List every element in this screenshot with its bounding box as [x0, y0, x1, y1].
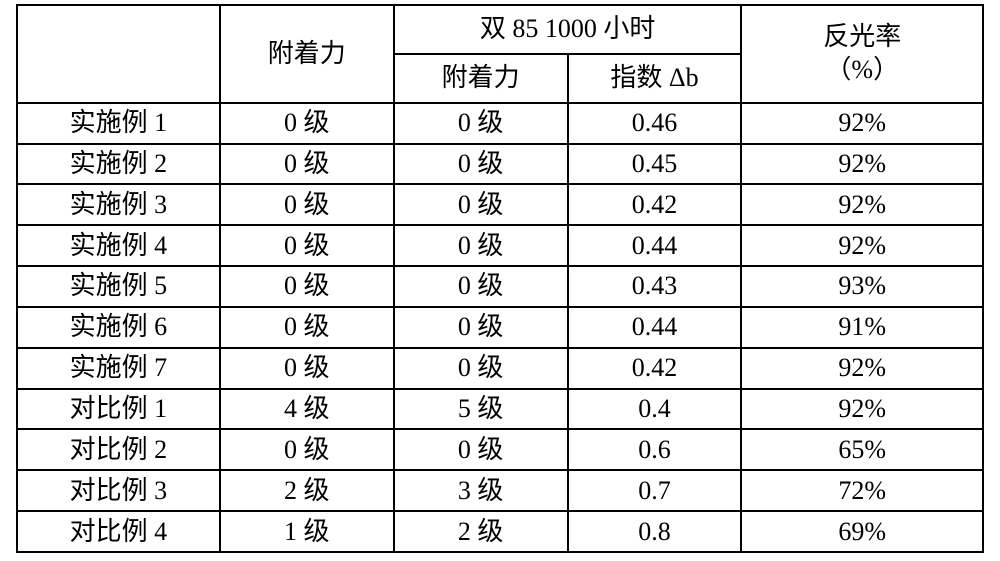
table-row: 实施例 4 0 级 0 级 0.44 92% [17, 225, 983, 266]
cell-sub-adhesion: 5 级 [394, 389, 568, 430]
cell-index: 0.6 [568, 429, 742, 470]
table-row: 实施例 1 0 级 0 级 0.46 92% [17, 103, 983, 144]
header-sub-index: 指数 Δb [568, 54, 742, 103]
cell-reflectivity: 92% [741, 389, 983, 430]
cell-reflectivity: 92% [741, 103, 983, 144]
header-reflectivity-line1: 反光率 [823, 22, 901, 51]
cell-sub-adhesion: 0 级 [394, 307, 568, 348]
header-condition: 双 85 1000 小时 [394, 5, 742, 54]
cell-index: 0.42 [568, 348, 742, 389]
cell-label: 对比例 4 [17, 511, 220, 552]
cell-reflectivity: 92% [741, 225, 983, 266]
header-reflectivity: 反光率 （%） [741, 5, 983, 103]
table-row: 实施例 2 0 级 0 级 0.45 92% [17, 144, 983, 185]
cell-label: 实施例 7 [17, 348, 220, 389]
data-table: 附着力 双 85 1000 小时 反光率 （%） 附着力 指数 Δb 实施例 1… [16, 4, 984, 553]
cell-sub-adhesion: 2 级 [394, 511, 568, 552]
cell-reflectivity: 69% [741, 511, 983, 552]
cell-adhesion: 2 级 [220, 470, 394, 511]
header-blank [17, 5, 220, 103]
cell-index: 0.46 [568, 103, 742, 144]
cell-reflectivity: 92% [741, 348, 983, 389]
cell-index: 0.42 [568, 184, 742, 225]
cell-sub-adhesion: 0 级 [394, 144, 568, 185]
cell-label: 对比例 1 [17, 389, 220, 430]
cell-sub-adhesion: 3 级 [394, 470, 568, 511]
cell-adhesion: 0 级 [220, 429, 394, 470]
cell-index: 0.44 [568, 307, 742, 348]
header-reflectivity-line2: （%） [825, 55, 899, 84]
cell-sub-adhesion: 0 级 [394, 225, 568, 266]
cell-adhesion: 0 级 [220, 103, 394, 144]
cell-adhesion: 4 级 [220, 389, 394, 430]
table-row: 实施例 7 0 级 0 级 0.42 92% [17, 348, 983, 389]
cell-label: 实施例 2 [17, 144, 220, 185]
cell-sub-adhesion: 0 级 [394, 348, 568, 389]
cell-label: 实施例 4 [17, 225, 220, 266]
cell-adhesion: 0 级 [220, 184, 394, 225]
cell-adhesion: 0 级 [220, 266, 394, 307]
cell-label: 对比例 2 [17, 429, 220, 470]
cell-reflectivity: 92% [741, 144, 983, 185]
cell-adhesion: 0 级 [220, 348, 394, 389]
cell-label: 实施例 5 [17, 266, 220, 307]
cell-adhesion: 0 级 [220, 144, 394, 185]
table-row: 实施例 6 0 级 0 级 0.44 91% [17, 307, 983, 348]
cell-index: 0.4 [568, 389, 742, 430]
cell-index: 0.44 [568, 225, 742, 266]
table-row: 实施例 3 0 级 0 级 0.42 92% [17, 184, 983, 225]
header-adhesion: 附着力 [220, 5, 394, 103]
header-row-1: 附着力 双 85 1000 小时 反光率 （%） [17, 5, 983, 54]
cell-reflectivity: 93% [741, 266, 983, 307]
cell-reflectivity: 91% [741, 307, 983, 348]
header-sub-adhesion: 附着力 [394, 54, 568, 103]
table-row: 对比例 3 2 级 3 级 0.7 72% [17, 470, 983, 511]
table-row: 对比例 2 0 级 0 级 0.6 65% [17, 429, 983, 470]
cell-index: 0.43 [568, 266, 742, 307]
cell-adhesion: 0 级 [220, 225, 394, 266]
cell-label: 对比例 3 [17, 470, 220, 511]
cell-label: 实施例 3 [17, 184, 220, 225]
cell-reflectivity: 92% [741, 184, 983, 225]
cell-adhesion: 0 级 [220, 307, 394, 348]
table-row: 对比例 1 4 级 5 级 0.4 92% [17, 389, 983, 430]
cell-sub-adhesion: 0 级 [394, 266, 568, 307]
cell-label: 实施例 6 [17, 307, 220, 348]
table-row: 对比例 4 1 级 2 级 0.8 69% [17, 511, 983, 552]
cell-index: 0.8 [568, 511, 742, 552]
cell-sub-adhesion: 0 级 [394, 429, 568, 470]
cell-reflectivity: 65% [741, 429, 983, 470]
table-container: 附着力 双 85 1000 小时 反光率 （%） 附着力 指数 Δb 实施例 1… [0, 0, 1000, 561]
cell-sub-adhesion: 0 级 [394, 184, 568, 225]
cell-index: 0.45 [568, 144, 742, 185]
cell-index: 0.7 [568, 470, 742, 511]
table-row: 实施例 5 0 级 0 级 0.43 93% [17, 266, 983, 307]
cell-sub-adhesion: 0 级 [394, 103, 568, 144]
cell-reflectivity: 72% [741, 470, 983, 511]
cell-label: 实施例 1 [17, 103, 220, 144]
cell-adhesion: 1 级 [220, 511, 394, 552]
